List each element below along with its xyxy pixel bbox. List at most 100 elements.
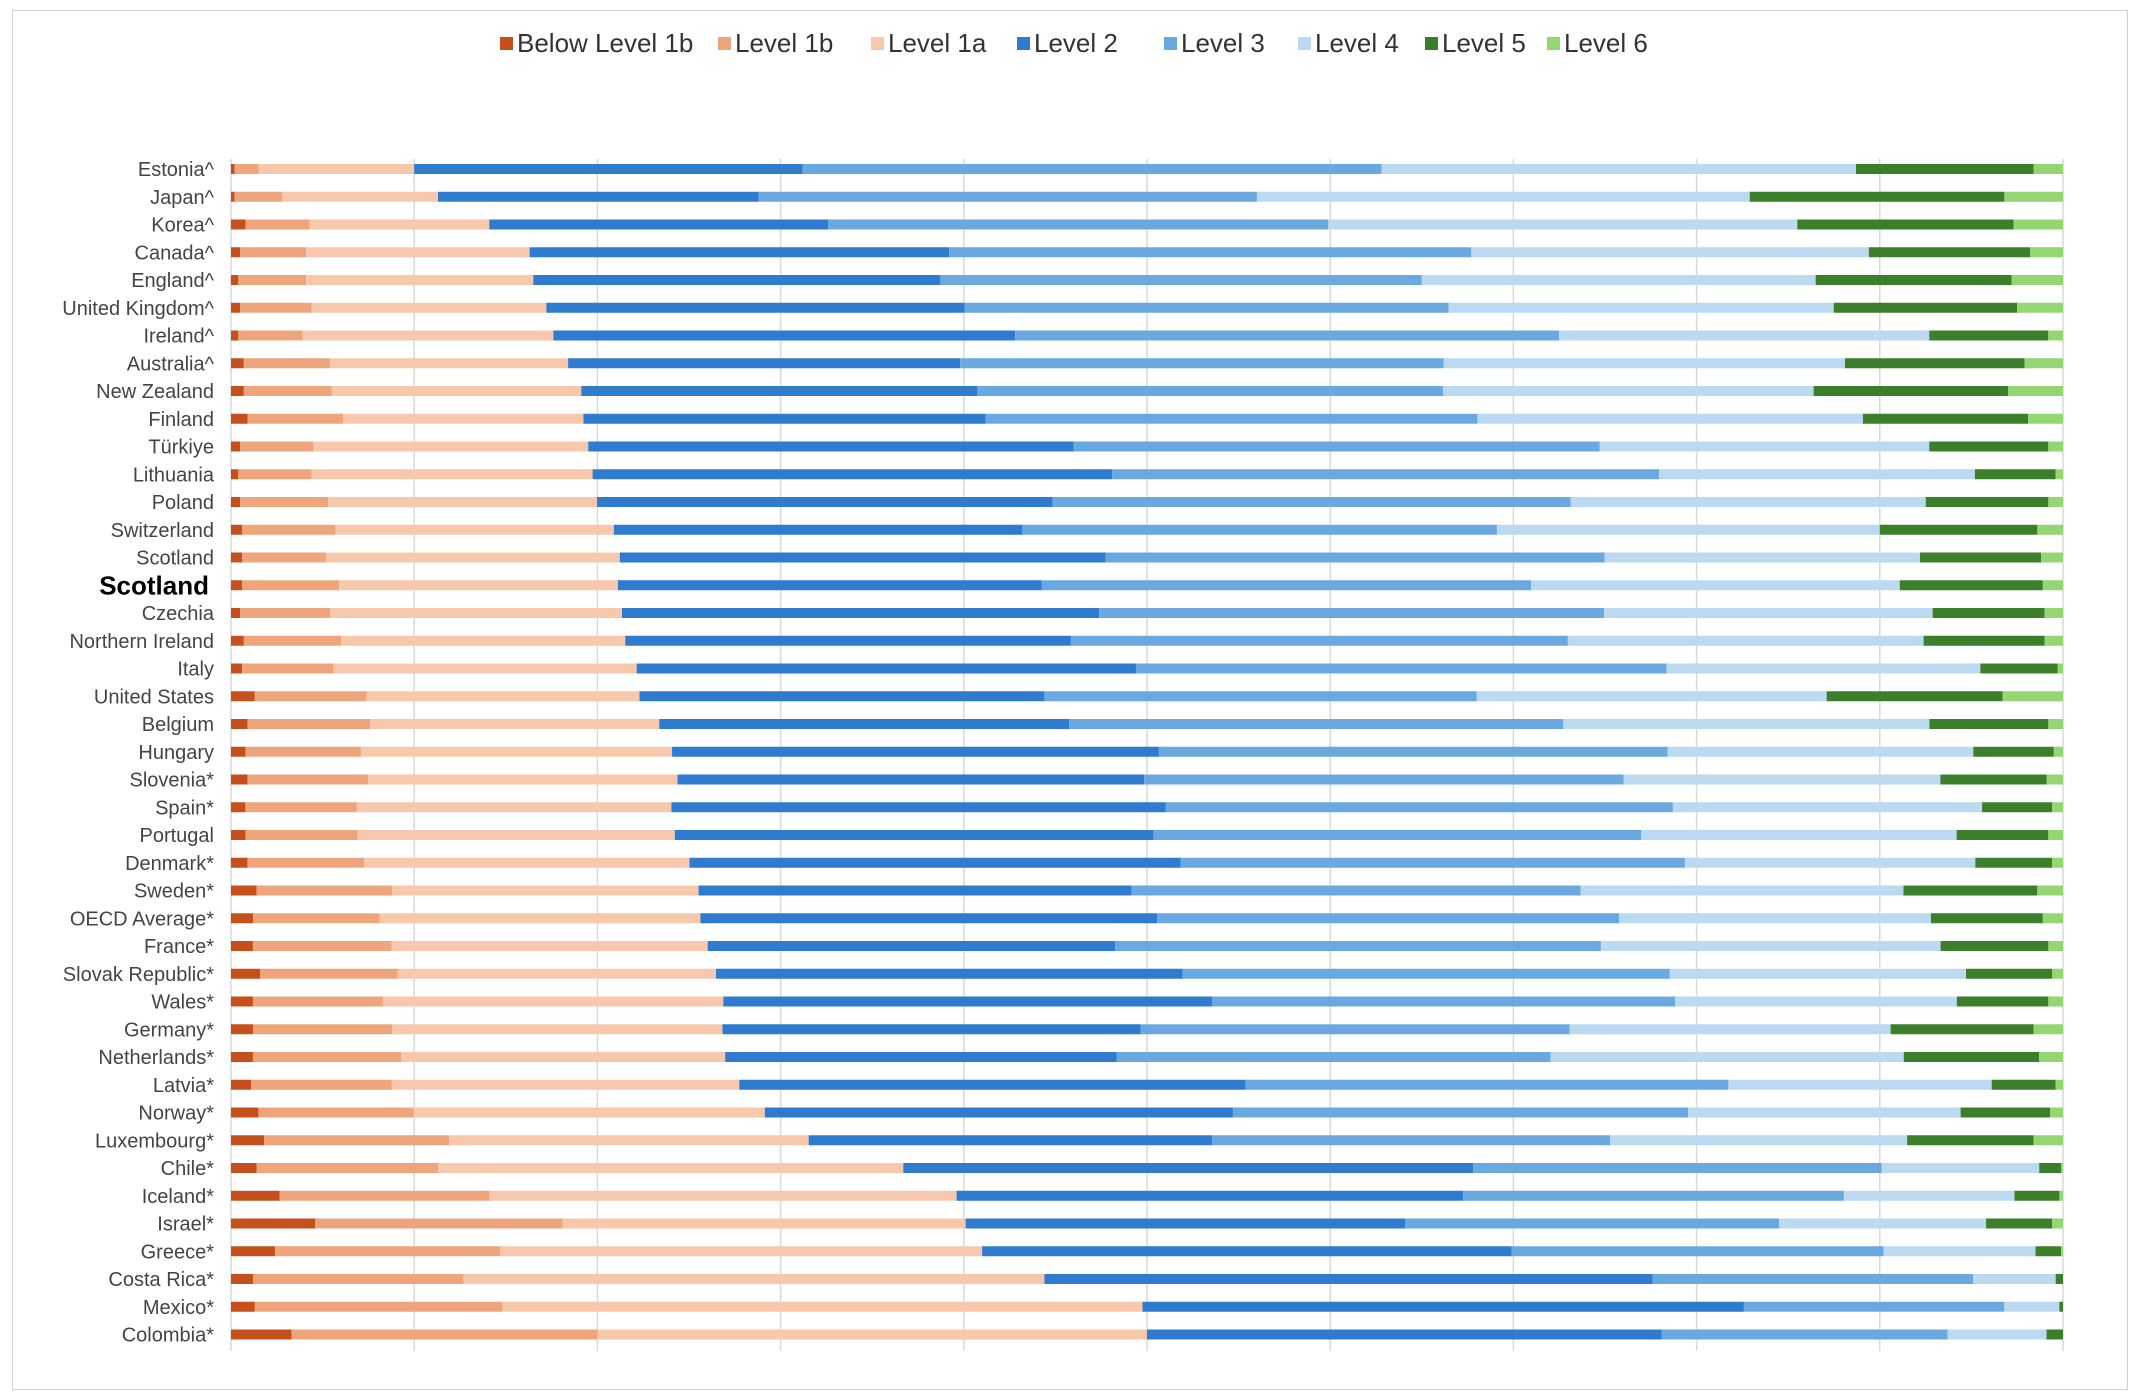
bar-segment (1471, 247, 1869, 258)
bar-segment (1930, 913, 2043, 924)
bar-segment (256, 1163, 439, 1173)
bar-segment (2052, 802, 2063, 813)
bar-segment (903, 1163, 1474, 1173)
bar-segment (1919, 552, 2041, 563)
category-label: Iceland* (142, 1186, 214, 1208)
bar-segment (243, 635, 342, 646)
bar-segment (231, 413, 248, 424)
bar-segment (231, 247, 241, 258)
bar-segment (1559, 330, 1930, 341)
category-label: Canada^ (135, 242, 215, 264)
bar-segment (391, 1079, 740, 1090)
bar-segment (360, 746, 673, 757)
bar-segment (1477, 413, 1863, 424)
bar-segment (240, 247, 307, 258)
bar-row (231, 386, 2063, 396)
bar-segment (311, 302, 547, 313)
bar-segment (1473, 1163, 1882, 1173)
bar-row (231, 1246, 2063, 1257)
bar-segment (252, 996, 383, 1007)
bar-segment (231, 1107, 259, 1118)
bar-segment (2050, 1107, 2063, 1118)
bar-segment (242, 663, 334, 674)
legend-label: Level 3 (1181, 28, 1265, 58)
bar-segment (2028, 413, 2063, 424)
bar-segment (2059, 1301, 2063, 1312)
bar-segment (306, 247, 530, 258)
bar-segment (258, 164, 415, 174)
legend-swatch (1547, 37, 1560, 50)
bar-segment (1881, 1163, 2040, 1173)
bar-segment (1940, 941, 2049, 951)
category-label: Israel* (157, 1214, 214, 1236)
category-label: Lithuania (133, 464, 215, 486)
bar-segment (260, 968, 398, 979)
bar-segment (2046, 1329, 2063, 1340)
bar-row (231, 663, 2063, 674)
bar-segment (1604, 608, 1933, 618)
bar-segment (1966, 968, 2053, 979)
bar-segment (613, 524, 1023, 535)
bar-segment (1728, 1079, 1992, 1090)
bar-segment (1531, 580, 1900, 591)
bar-segment (1779, 1218, 1987, 1229)
bar-segment (2061, 1163, 2063, 1173)
legend-item: Level 6 (1547, 28, 1648, 58)
bar-segment (231, 552, 243, 563)
category-label: Luxembourg* (95, 1130, 214, 1152)
bar-segment (252, 1274, 464, 1284)
bar-segment (1813, 386, 2008, 396)
bar-row (231, 219, 2063, 230)
bar-segment (302, 330, 554, 341)
bar-segment (231, 1190, 280, 1201)
legend-item: Level 5 (1425, 28, 1526, 58)
bar-segment (828, 219, 1329, 230)
bar-segment (639, 691, 1045, 702)
bar-segment (715, 968, 1183, 979)
bar-segment (247, 774, 369, 785)
bar-segment (546, 302, 965, 313)
bar-segment (234, 191, 283, 202)
bar-segment (985, 413, 1478, 424)
category-label: New Zealand (96, 381, 214, 403)
bar-segment (689, 857, 1181, 868)
bar-segment (636, 663, 1136, 674)
bar-segment (1903, 1052, 2040, 1062)
bar-segment (707, 941, 1116, 951)
bar-segment (231, 1329, 292, 1340)
bar-segment (2017, 302, 2063, 313)
bar-row (231, 968, 2063, 979)
category-label: Chile* (161, 1158, 215, 1180)
bar-segment (562, 1218, 966, 1229)
bar-row (231, 1135, 2063, 1146)
bar-segment (231, 941, 253, 951)
bar-segment (581, 386, 978, 396)
bar-segment (326, 552, 620, 563)
bar-segment (2055, 469, 2063, 480)
bar-row (231, 580, 2063, 591)
bar-segment (960, 358, 1444, 369)
bar-segment (258, 1107, 414, 1118)
bar-segment (1245, 1079, 1729, 1090)
bar-segment (231, 302, 241, 313)
bar-segment (241, 524, 336, 535)
bar-segment (2042, 913, 2063, 924)
bar-segment (282, 191, 439, 202)
bar-segment (330, 608, 622, 618)
bar-segment (965, 1218, 1406, 1229)
bar-segment (231, 1218, 316, 1229)
legend-swatch (871, 37, 884, 50)
bar-segment (1973, 746, 2054, 757)
bar-segment (2039, 1052, 2063, 1062)
bar-segment (2048, 330, 2063, 341)
bar-segment (240, 497, 328, 507)
bar-segment (1604, 552, 1920, 563)
bar-row (231, 441, 2063, 452)
bar-segment (2048, 996, 2063, 1007)
bar-segment (242, 580, 340, 591)
bar-segment (1960, 1107, 2051, 1118)
bar-segment (240, 441, 314, 452)
bar-segment (2013, 219, 2063, 230)
bar-segment (1105, 552, 1605, 563)
bar-segment (1115, 941, 1601, 951)
